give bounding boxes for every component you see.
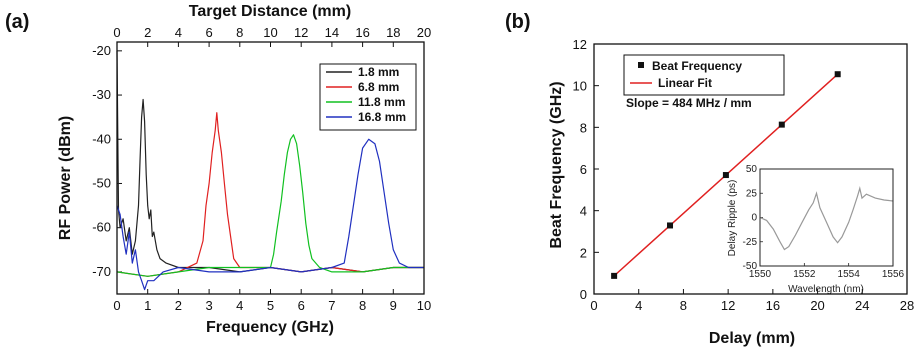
panel-b-plot-area: [611, 71, 841, 279]
panel-a-legend-box: [319, 63, 417, 131]
panel-a-top-tick-label: 8: [236, 25, 243, 40]
panel-a-x-axis-label: Frequency (GHz): [206, 319, 334, 336]
panel-b-inset: 1550 1552 1554 1556 -50 -25 0 25 50 Wavelength (…: [727, 164, 905, 295]
panel-a-x-tick-label: 5: [267, 298, 274, 313]
panel-b-y-tick-label: 6: [580, 162, 587, 177]
inset-x-axis-label: Wavelength (nm): [788, 284, 864, 295]
panel-b-data-point: [778, 121, 785, 128]
panel-a-top-tick-label: 12: [294, 25, 308, 40]
panel-a-x-tick-label: 9: [390, 298, 397, 313]
panel-b-label: (b): [505, 11, 531, 33]
panel-a-y-tick-label: -30: [92, 87, 111, 102]
panel-b-y-tick-label: 2: [580, 245, 587, 260]
panel-a-x-tick-label: 0: [113, 298, 120, 313]
panel-a-legend-label: 11.8 mm: [358, 95, 405, 109]
panel-b-y-axis-label: Beat Frequency (GHz): [548, 81, 565, 248]
panel-b-y-tick-label: 4: [580, 204, 587, 219]
inset-background: [760, 169, 893, 266]
panel-b-x-tick-label: 28: [900, 298, 914, 313]
panel-b-x-tick-label: 12: [721, 298, 735, 313]
panel-a: (a) Target Distance (mm) Frequency (GHz)…: [5, 3, 431, 336]
panel-b-data-point: [834, 71, 841, 78]
inset-y-tick-label: 0: [751, 213, 757, 224]
panel-b-x-tick-label: 16: [766, 298, 780, 313]
panel-b-slope-annotation: Slope = 484 MHz / mm: [626, 96, 752, 110]
panel-b-frame: [593, 43, 908, 295]
panel-a-top-axis-label: Target Distance (mm): [189, 3, 351, 20]
panel-a-x-tick-label: 6: [298, 298, 305, 313]
panel-a-top-tick-label: 4: [175, 25, 182, 40]
panel-a-top-tick-label: 14: [325, 25, 339, 40]
panel-a-top-tick-label: 10: [263, 25, 277, 40]
panel-a-x-tick-label: 2: [175, 298, 182, 313]
panel-b-x-tick-label: 4: [635, 298, 642, 313]
panel-a-y-tick-label: -60: [92, 220, 111, 235]
inset-plot-area: [759, 186, 894, 251]
panel-a-x-tick-label: 1: [144, 298, 151, 313]
inset-y-tick-label: -50: [743, 261, 758, 272]
inset-series-line: [759, 186, 894, 251]
panel-b-x-tick-label: 8: [680, 298, 687, 313]
panel-a-x-tick-label: 4: [236, 298, 243, 313]
inset-x-tick-label: 1556: [882, 269, 905, 280]
panel-a-y-axis-label: RF Power (dBm): [57, 116, 74, 240]
panel-a-top-tick-label: 18: [386, 25, 400, 40]
panel-a-top-tick-label: 6: [205, 25, 212, 40]
panel-a-plot-area: [116, 50, 424, 291]
panel-a-series-line: [116, 134, 424, 277]
panel-b-x-tick-label: 20: [810, 298, 824, 313]
panel-b: (b) Delay (mm) Beat Frequency (GHz) 0 4 8 1…: [505, 11, 914, 347]
panel-a-legend-label: 6.8 mm: [358, 80, 399, 94]
panel-b-legend-label: Beat Frequency: [652, 59, 742, 73]
panel-a-y-tick-label: -70: [92, 264, 111, 279]
panel-a-x-tick-label: 10: [417, 298, 431, 313]
panel-b-x-axis-label: Delay (mm): [709, 330, 795, 347]
panel-b-y-tick-label: 0: [580, 287, 587, 302]
panel-b-legend: Beat Frequency Linear Fit: [623, 54, 785, 96]
panel-a-top-tick-label: 20: [417, 25, 431, 40]
panel-b-data-point: [667, 222, 674, 229]
panel-a-series-line: [116, 138, 424, 291]
inset-y-tick-label: 50: [746, 164, 758, 175]
panel-a-axes: 0 1 2 3 4 5 6 7 8 9 100 2 4 6 8 10 12 14 16 18 20-70-60-50-4…: [92, 25, 431, 313]
panel-b-y-tick-label: 10: [573, 79, 587, 94]
panel-b-x-tick-label: 0: [590, 298, 597, 313]
panel-a-top-tick-label: 2: [144, 25, 151, 40]
panel-a-y-tick-label: -40: [92, 131, 111, 146]
panel-b-y-tick-label: 12: [573, 37, 587, 52]
panel-a-y-tick-label: -20: [92, 43, 111, 58]
panel-b-legend-box: [623, 54, 785, 96]
inset-x-tick-label: 1550: [749, 269, 772, 280]
inset-y-tick-label: -25: [743, 237, 758, 248]
panel-a-x-tick-label: 8: [359, 298, 366, 313]
panel-a-legend-label: 1.8 mm: [358, 65, 399, 79]
inset-axes: 1550 1552 1554 1556 -50 -25 0 25 50: [743, 164, 905, 280]
panel-a-y-tick-label: -50: [92, 175, 111, 190]
panel-a-top-tick-label: 16: [355, 25, 369, 40]
inset-y-axis-label: Delay Ripple (ps): [727, 180, 738, 257]
inset-y-tick-label: 25: [746, 188, 758, 199]
panel-a-x-tick-label: 7: [328, 298, 335, 313]
panel-b-legend-label: Linear Fit: [658, 76, 712, 90]
panel-a-series-line: [116, 112, 424, 277]
panel-b-data-point: [611, 272, 618, 279]
panel-a-frame: [116, 41, 425, 295]
panel-a-label: (a): [5, 11, 29, 33]
panel-a-top-tick-label: 0: [113, 25, 120, 40]
panel-b-y-tick-label: 8: [580, 120, 587, 135]
inset-frame: [759, 168, 894, 267]
inset-x-tick-label: 1554: [838, 269, 861, 280]
inset-x-tick-label: 1552: [793, 269, 816, 280]
panel-a-legend-label: 16.8 mm: [358, 110, 406, 124]
panel-b-legend-marker: [638, 62, 644, 68]
panel-b-x-tick-label: 24: [855, 298, 869, 313]
panel-a-x-tick-label: 3: [205, 298, 212, 313]
panel-b-data-point: [722, 172, 729, 179]
